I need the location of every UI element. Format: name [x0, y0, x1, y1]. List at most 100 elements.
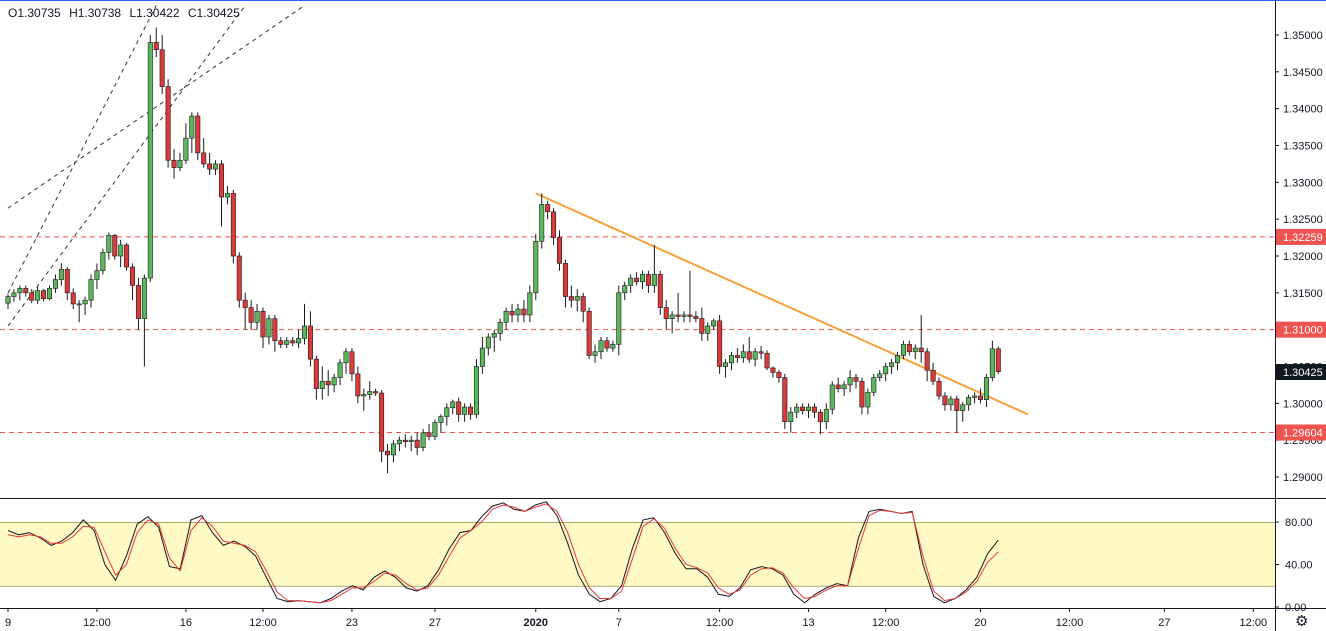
bullish-candle — [52, 279, 58, 289]
bearish-candle — [112, 235, 118, 257]
bullish-candle — [972, 395, 978, 398]
bearish-candle — [456, 401, 462, 415]
bullish-candle — [331, 377, 337, 386]
price-tick-label: 1.33000 — [1283, 177, 1323, 189]
bullish-candle — [432, 422, 438, 437]
candlesticks[interactable] — [5, 27, 1001, 474]
bullish-candle — [485, 336, 491, 349]
bullish-candle — [912, 347, 918, 353]
time-axis[interactable]: 9 12:00 16 12:00 23 27 2020 7 12:00 13 12:00 20 12:0… — [5, 608, 1267, 629]
bullish-candle — [5, 296, 11, 304]
bearish-candle — [41, 290, 47, 300]
bearish-candle — [64, 268, 70, 294]
bearish-candle — [230, 193, 236, 257]
bearish-candle — [325, 380, 331, 386]
bearish-candle — [545, 204, 551, 213]
bullish-candle — [889, 362, 895, 367]
bearish-candle — [242, 299, 248, 308]
bullish-candle — [752, 351, 758, 360]
bearish-candle — [509, 310, 515, 316]
bearish-candle — [551, 211, 557, 238]
time-tick-label: 13 — [802, 617, 814, 629]
bearish-candle — [568, 296, 574, 301]
bullish-candle — [622, 285, 628, 294]
bearish-candle — [942, 395, 948, 406]
bullish-candle — [533, 240, 539, 294]
bullish-candle — [118, 244, 124, 257]
time-tick-label: 7 — [616, 617, 622, 629]
price-tick-label: 1.33500 — [1283, 141, 1323, 153]
bearish-candle — [717, 320, 723, 367]
bullish-candle — [337, 362, 343, 378]
bullish-candle — [711, 320, 717, 327]
bearish-candle — [634, 277, 640, 283]
bearish-candle — [349, 351, 355, 375]
bearish-candle — [657, 274, 663, 308]
bullish-candle — [960, 404, 966, 412]
bearish-candle — [165, 86, 171, 161]
time-tick-label: 12:00 — [706, 617, 734, 629]
time-tick-label: 12:00 — [83, 617, 111, 629]
ohlc-legend: O1.30735 H1.30738 L1.30422 C1.30425 — [8, 6, 245, 20]
stochastic-k-line — [7, 501, 999, 604]
bullish-candle — [213, 163, 219, 170]
dashed-channel-line — [7, 5, 157, 294]
bearish-candle — [307, 325, 313, 360]
bearish-candle — [201, 152, 207, 165]
price-axis[interactable]: 1.35000 1.34500 1.34000 1.33500 1.33000 1.325… — [1275, 30, 1326, 484]
stochastic-axis[interactable]: 80.00 40.00 0.00 — [1275, 517, 1313, 614]
bullish-candle — [877, 373, 883, 378]
bearish-candle — [402, 439, 408, 442]
bearish-candle — [800, 406, 806, 411]
bearish-candle — [236, 255, 242, 301]
bearish-candle — [218, 163, 224, 198]
bullish-candle — [503, 310, 509, 323]
bearish-candle — [675, 314, 681, 317]
horizontal-level-label: 1.32259 — [1283, 232, 1323, 244]
bullish-candle — [610, 344, 616, 349]
stochastic-band — [0, 522, 1275, 586]
bullish-candle — [871, 377, 877, 393]
bullish-candle — [681, 314, 687, 317]
price-tick-label: 1.30000 — [1283, 398, 1323, 410]
bullish-candle — [598, 340, 604, 353]
bullish-candle — [539, 204, 545, 242]
bearish-candle — [918, 347, 924, 353]
bullish-candle — [266, 318, 272, 338]
time-tick-label: 20 — [974, 617, 986, 629]
price-tick-label: 1.32500 — [1283, 214, 1323, 226]
bullish-candle — [948, 398, 954, 406]
horizontal-level-label-bg — [1276, 424, 1326, 441]
bullish-candle — [319, 380, 325, 389]
bullish-candle — [35, 290, 41, 301]
bearish-candle — [770, 367, 776, 373]
bearish-candle — [693, 316, 699, 319]
ohlc-close: C1.30425 — [187, 6, 240, 20]
stochastic-d-line — [7, 503, 999, 604]
bullish-candle — [100, 252, 106, 272]
bullish-candle — [527, 292, 533, 316]
trend-lines — [7, 5, 1029, 416]
price-tick-label: 1.34500 — [1283, 67, 1323, 79]
bearish-candle — [835, 384, 841, 389]
bearish-candle — [954, 398, 960, 411]
bullish-candle — [450, 401, 456, 409]
bearish-candle — [130, 266, 136, 286]
bullish-candle — [651, 274, 657, 286]
bullish-candle — [497, 321, 503, 334]
bullish-candle — [177, 159, 183, 168]
bullish-candle — [82, 299, 88, 305]
bearish-candle — [379, 392, 385, 452]
bearish-candle — [758, 351, 764, 354]
bullish-candle — [574, 296, 580, 301]
bullish-candle — [865, 391, 871, 408]
bullish-candle — [94, 270, 100, 280]
horizontal-level-label-bg — [1276, 228, 1326, 245]
bullish-candle — [515, 308, 521, 316]
bearish-candle — [776, 372, 782, 378]
bearish-candle — [936, 380, 942, 397]
bearish-candle — [746, 351, 752, 360]
bullish-candle — [900, 344, 906, 356]
settings-gear-icon[interactable]: ⚙ — [1295, 613, 1309, 630]
